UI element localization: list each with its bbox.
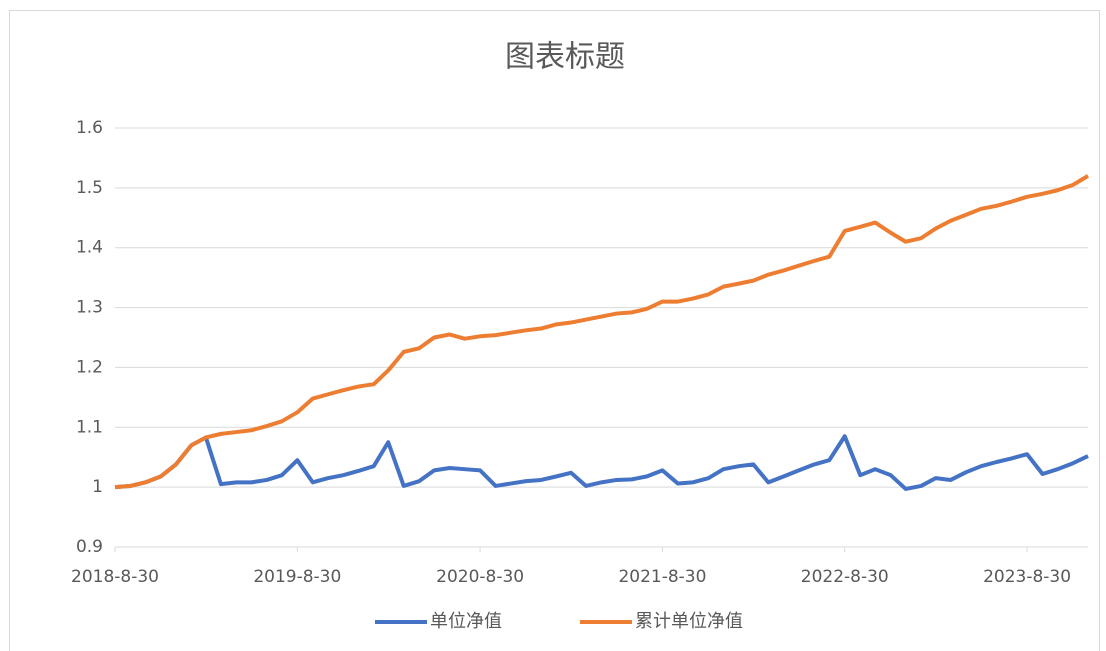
series-line [114,174,1090,490]
y-tick-label: 1 [92,477,103,497]
y-tick-label: 1.4 [76,238,103,258]
x-tick-label: 2021-8-30 [618,567,706,587]
y-tick-label: 1.5 [76,178,103,198]
y-tick-label: 1.2 [76,357,103,377]
y-tick-label: 1.6 [76,118,103,138]
y-tick-label: 1.3 [76,298,103,318]
y-tick-label: 1.1 [76,417,103,437]
x-tick-label: 2018-8-30 [71,567,159,587]
chart-title: 图表标题 [505,40,625,75]
x-tick-label: 2022-8-30 [801,567,889,587]
y-tick-label: 0.9 [76,537,103,557]
legend-label: 累计单位净值 [635,611,743,632]
chart-border [9,10,1100,651]
x-tick-label: 2023-8-30 [983,567,1071,587]
series-line [114,434,1089,491]
legend-label: 单位净值 [430,611,502,632]
x-tick-label: 2020-8-30 [436,567,524,587]
x-tick-label: 2019-8-30 [253,567,341,587]
